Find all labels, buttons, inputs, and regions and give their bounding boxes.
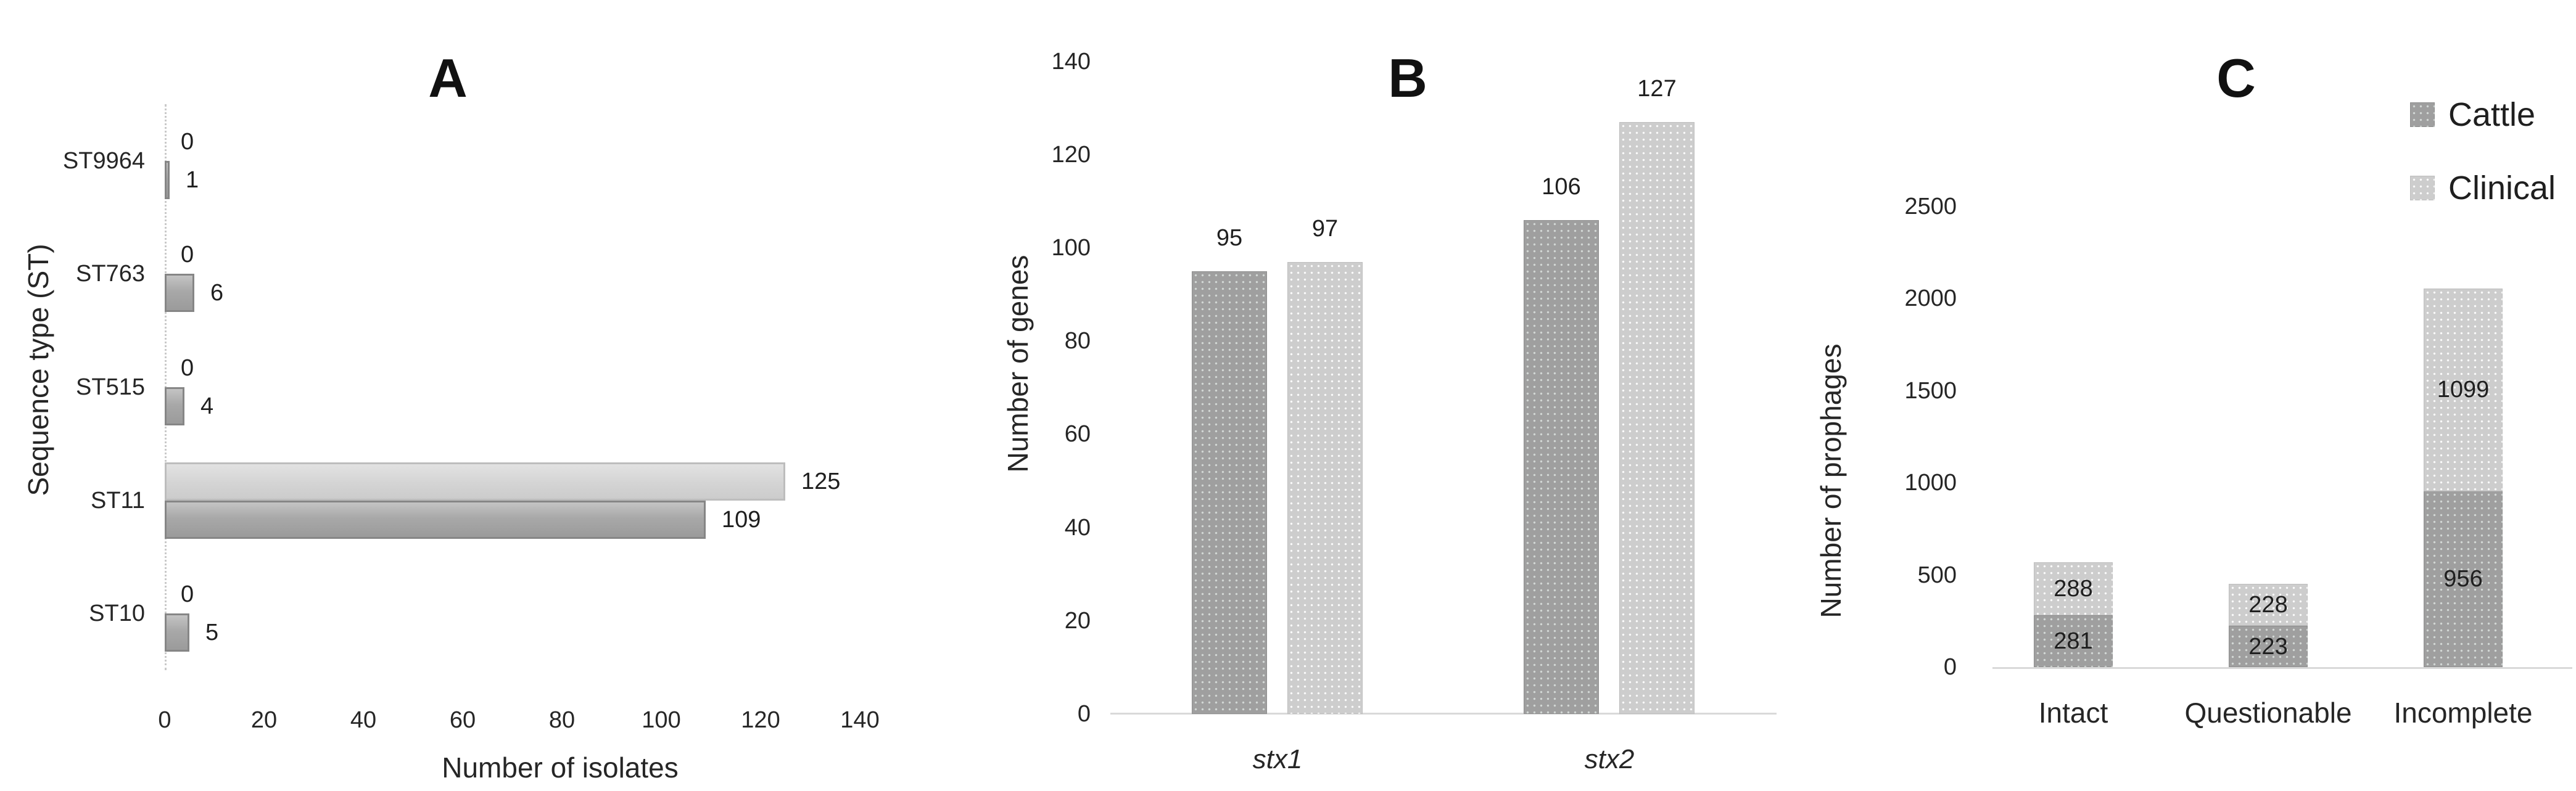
panel-a: A Sequence type (ST) Number of isolates … — [0, 0, 938, 791]
value-label-clinical: 0 — [181, 128, 194, 155]
segment-label-cattle: 281 — [2054, 628, 2093, 654]
segment-label-cattle: 223 — [2248, 634, 2288, 660]
panel-c-x-axis-line — [1992, 667, 2572, 669]
category-label: ST11 — [90, 487, 145, 514]
panel-b: B Number of genes 0 20 40 60 80 100 120 140 95 97… — [938, 0, 1826, 791]
y-axis-tick: 120 — [1051, 142, 1091, 168]
panel-b-x-axis-line — [1110, 713, 1777, 715]
category-label: ST515 — [76, 374, 145, 400]
segment-label-cattle: 956 — [2443, 566, 2483, 592]
y-axis-tick: 2500 — [1904, 194, 1957, 219]
clinical-legend-label: Clinical — [2448, 170, 2556, 207]
y-axis-tick: 100 — [1051, 235, 1091, 261]
value-label-clinical: 97 — [1311, 216, 1339, 242]
stacked-segment-cattle — [2034, 615, 2113, 667]
category-label: stx1 — [1252, 744, 1303, 774]
cattle-legend-swatch — [2410, 102, 2435, 127]
x-axis-tick: 40 — [350, 707, 377, 733]
y-axis-tick: 40 — [1064, 515, 1091, 541]
category-label: Incomplete — [2393, 697, 2533, 729]
x-axis-tick: 100 — [642, 707, 681, 733]
stacked-segment-clinical — [2034, 562, 2113, 615]
bar-clinical — [165, 462, 785, 501]
stacked-segment-cattle — [2424, 491, 2503, 667]
value-label-clinical: 125 — [801, 468, 841, 494]
panel-a-title: A — [428, 47, 468, 109]
x-axis-tick: 80 — [548, 707, 576, 733]
y-axis-tick: 1000 — [1904, 470, 1957, 496]
value-label-clinical: 0 — [181, 581, 194, 608]
category-label: Intact — [2038, 697, 2108, 729]
panel-b-plot-area: 0 20 40 60 80 100 120 140 95 97 stx1 106 127 stx2 — [938, 0, 1826, 791]
value-label-cattle: 6 — [210, 280, 224, 306]
value-label-cattle: 5 — [205, 620, 219, 646]
x-axis-tick: 140 — [840, 707, 880, 733]
bar-cattle — [1192, 271, 1267, 714]
category-label: stx2 — [1584, 744, 1635, 774]
category-label: ST10 — [89, 600, 145, 627]
x-axis-tick: 120 — [741, 707, 780, 733]
stacked-segment-cattle — [2229, 626, 2308, 667]
y-axis-tick: 80 — [1064, 328, 1091, 354]
y-axis-tick: 1500 — [1904, 378, 1957, 404]
cattle-legend-label: Cattle — [2448, 96, 2536, 133]
value-label-cattle: 4 — [200, 393, 214, 419]
x-axis-tick: 60 — [449, 707, 476, 733]
bar-cattle — [165, 613, 189, 652]
bar-cattle — [1524, 220, 1599, 714]
bar-cattle — [165, 160, 170, 199]
bar-cattle — [165, 387, 184, 425]
category-label: ST9964 — [62, 147, 145, 174]
y-axis-tick: 2000 — [1904, 285, 1957, 311]
panel-b-title: B — [1388, 47, 1427, 109]
panel-a-x-axis-title: Number of isolates — [442, 752, 679, 784]
value-label-cattle: 106 — [1542, 174, 1581, 200]
y-axis-tick: 0 — [1943, 654, 1957, 680]
legend-item-cattle: Cattle — [2410, 98, 2535, 131]
clinical-legend-swatch — [2410, 176, 2435, 200]
y-axis-tick: 20 — [1064, 608, 1091, 634]
category-label: ST763 — [76, 261, 145, 287]
segment-label-clinical: 288 — [2054, 576, 2093, 602]
panel-a-plot-area: ST9964 0 1 ST763 0 6 ST515 0 4 ST11 125 109 ST10 0 5 0 2… — [0, 0, 938, 791]
segment-label-clinical: 228 — [2248, 592, 2288, 618]
bar-clinical — [1619, 122, 1695, 714]
y-axis-tick: 0 — [1077, 701, 1091, 727]
y-axis-tick: 500 — [1917, 562, 1957, 588]
value-label-clinical: 0 — [181, 355, 194, 381]
value-label-cattle: 109 — [722, 506, 761, 533]
value-label-clinical: 127 — [1637, 76, 1677, 102]
bar-clinical — [1287, 262, 1363, 714]
stacked-segment-clinical — [2424, 289, 2503, 491]
x-axis-tick: 20 — [250, 707, 278, 733]
value-label-clinical: 0 — [181, 242, 194, 268]
panel-c-plot-area: 0 500 1000 1500 2000 2500 281 288 Intact 223 228 Qu… — [1826, 0, 2576, 791]
x-axis-tick: 0 — [158, 707, 171, 733]
stacked-segment-clinical — [2229, 584, 2308, 626]
panel-c-title: C — [2216, 47, 2256, 109]
y-axis-tick: 140 — [1051, 49, 1091, 75]
value-label-cattle: 1 — [186, 166, 199, 193]
bar-cattle — [165, 274, 194, 313]
bar-cattle — [165, 500, 706, 539]
value-label-cattle: 95 — [1216, 225, 1243, 251]
legend-item-clinical: Clinical — [2410, 171, 2556, 205]
segment-label-clinical: 1099 — [2437, 377, 2490, 403]
y-axis-tick: 60 — [1064, 421, 1091, 447]
category-label: Questionable — [2184, 697, 2352, 729]
